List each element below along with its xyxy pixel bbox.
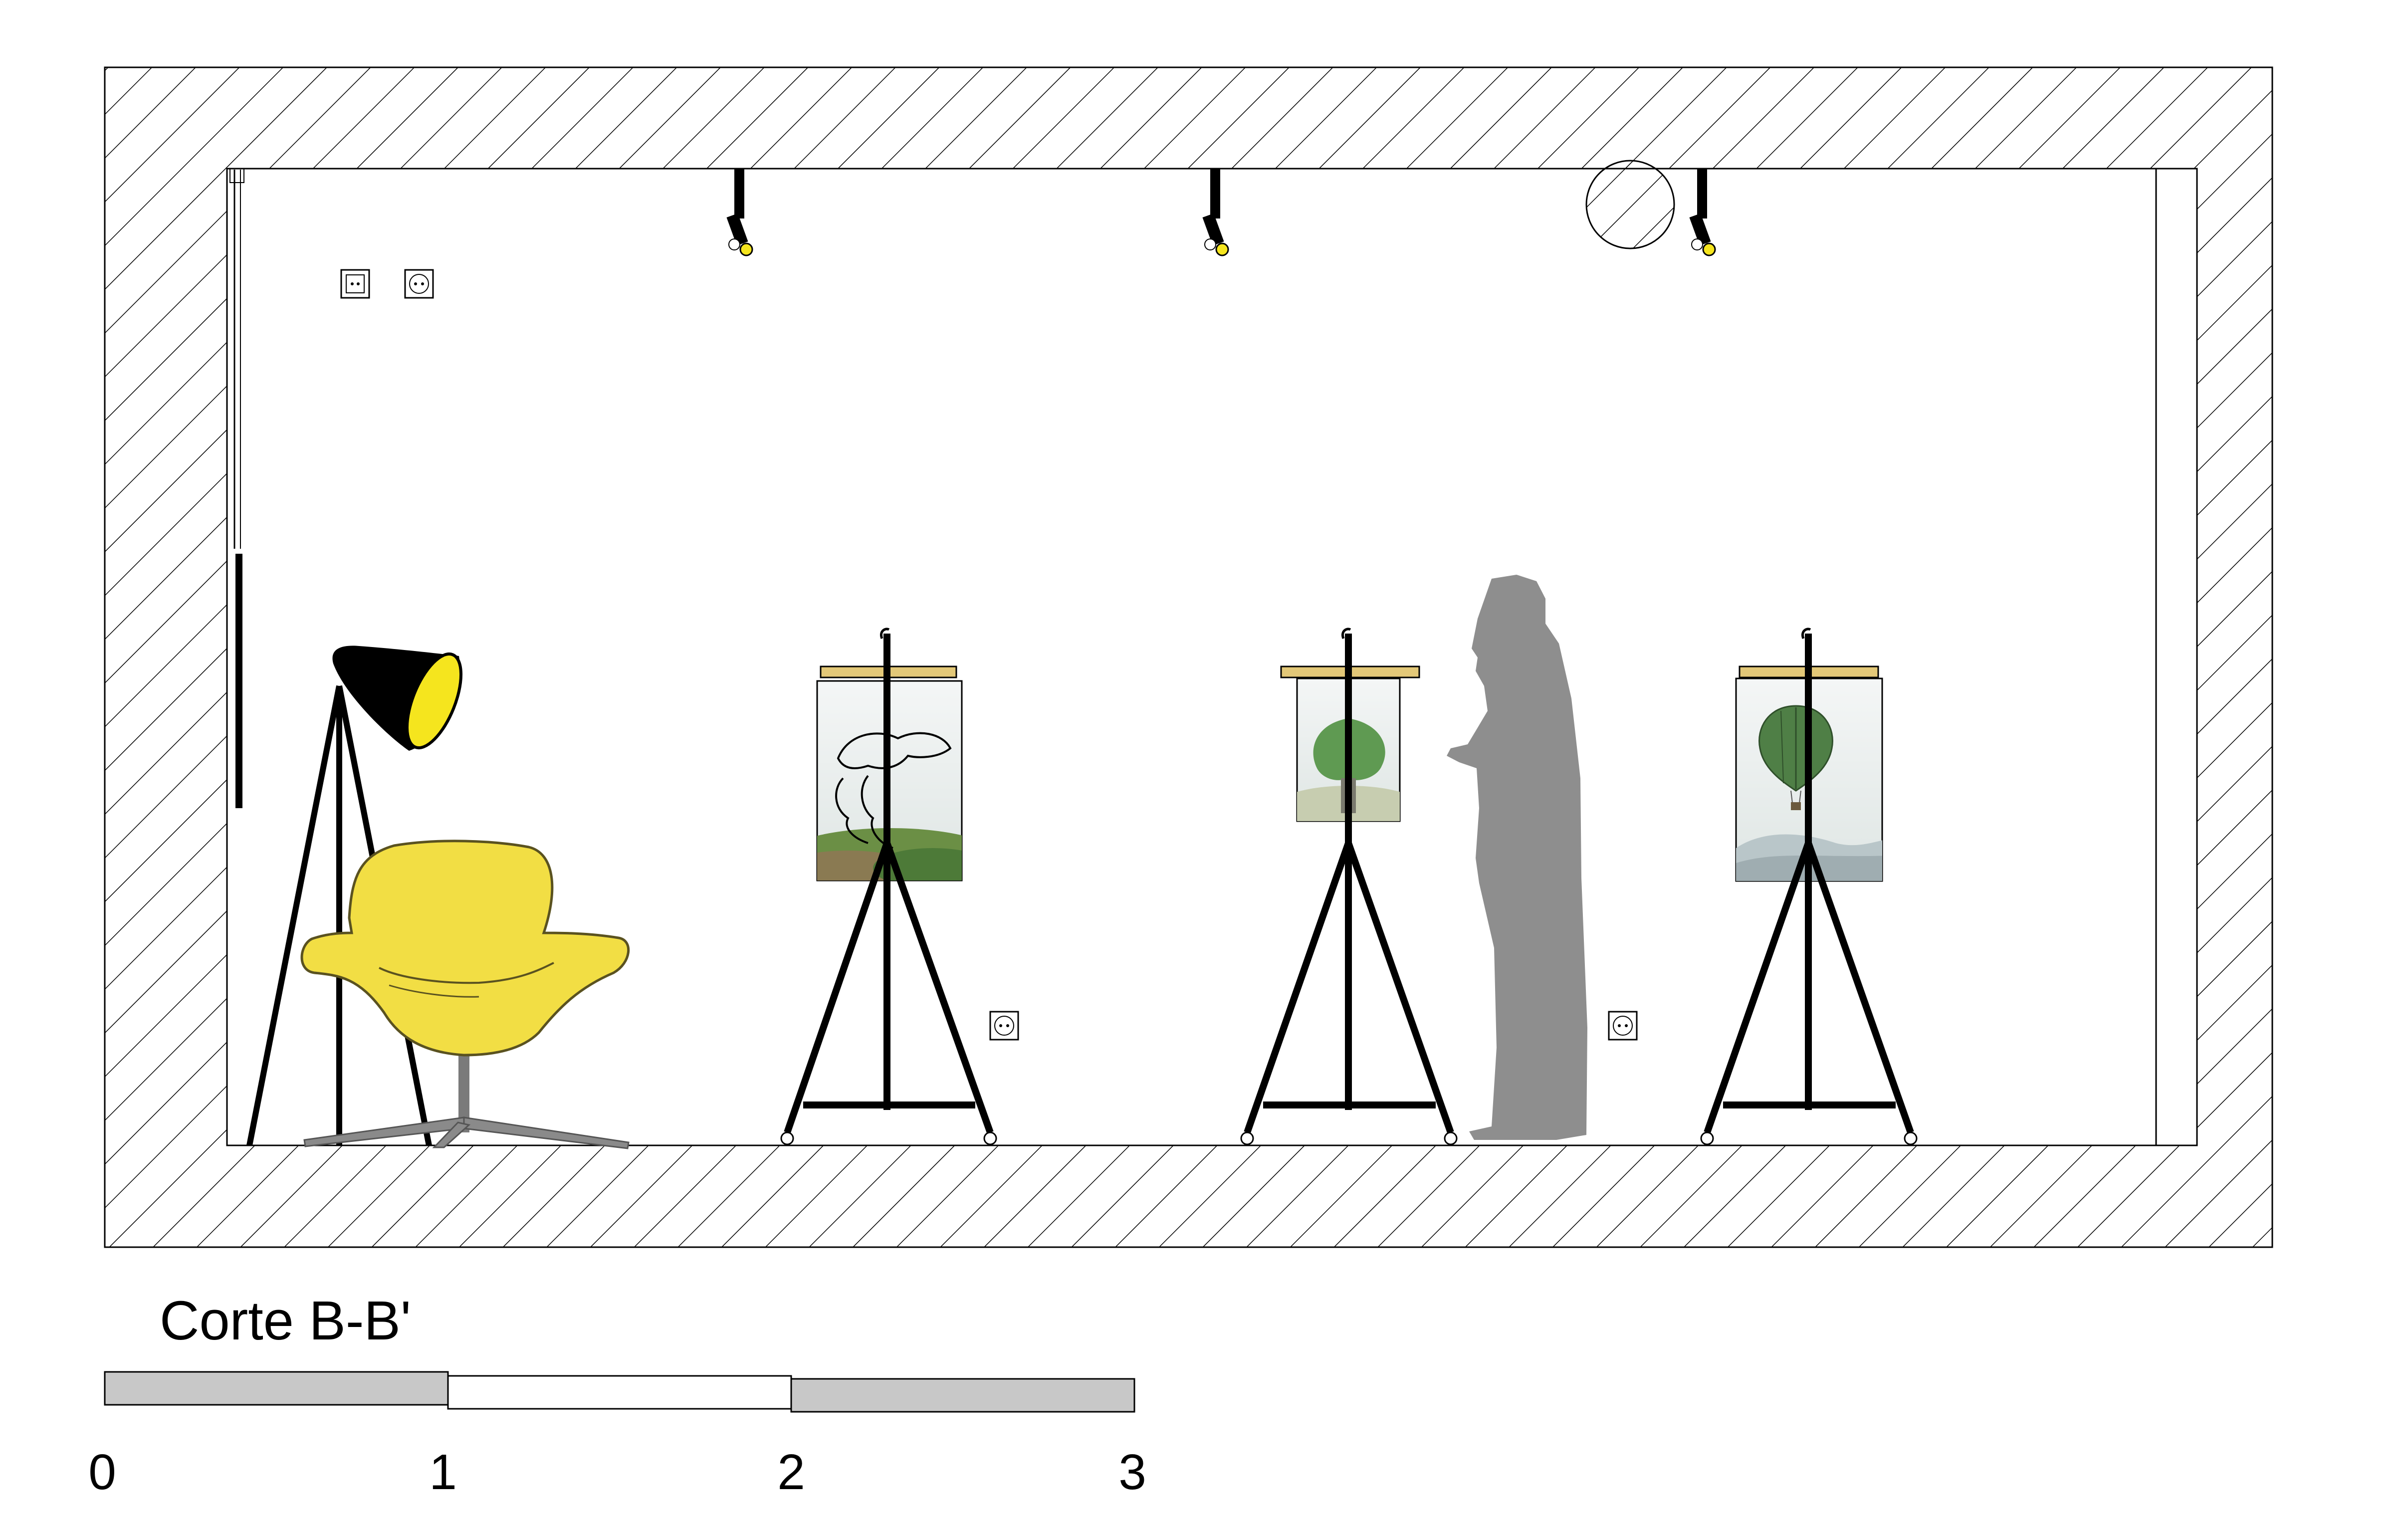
room-interior [226,168,2198,1146]
curtain-rod-icon [229,168,244,808]
scale-label: 2 [777,1444,805,1500]
track-spotlight-icon [1202,169,1229,256]
scale-bar [104,1371,1135,1413]
wall-switch-icon [340,269,370,299]
scale-bar-segment [104,1371,449,1406]
power-outlet-icon [989,1011,1019,1041]
track-spotlight-icon [1689,169,1716,256]
scale-label: 3 [1118,1444,1146,1500]
scale-bar-segment [790,1378,1135,1413]
easel-icon [1700,628,1918,1145]
armchair-icon [300,840,630,1149]
easel-icon [780,628,997,1145]
scale-bar-segment [447,1375,792,1410]
track-spotlight-icon [726,169,753,256]
power-outlet-icon [404,269,434,299]
person-silhouette-icon [1447,575,1587,1140]
power-outlet-icon [1608,1011,1638,1041]
easel-icon [1240,628,1458,1145]
ceiling-fixture-icon [1585,160,1675,249]
scale-label: 1 [429,1444,457,1500]
armchair-seat [300,840,630,1057]
section-title: Corte B-B' [160,1290,411,1351]
scale-label: 0 [88,1444,116,1500]
